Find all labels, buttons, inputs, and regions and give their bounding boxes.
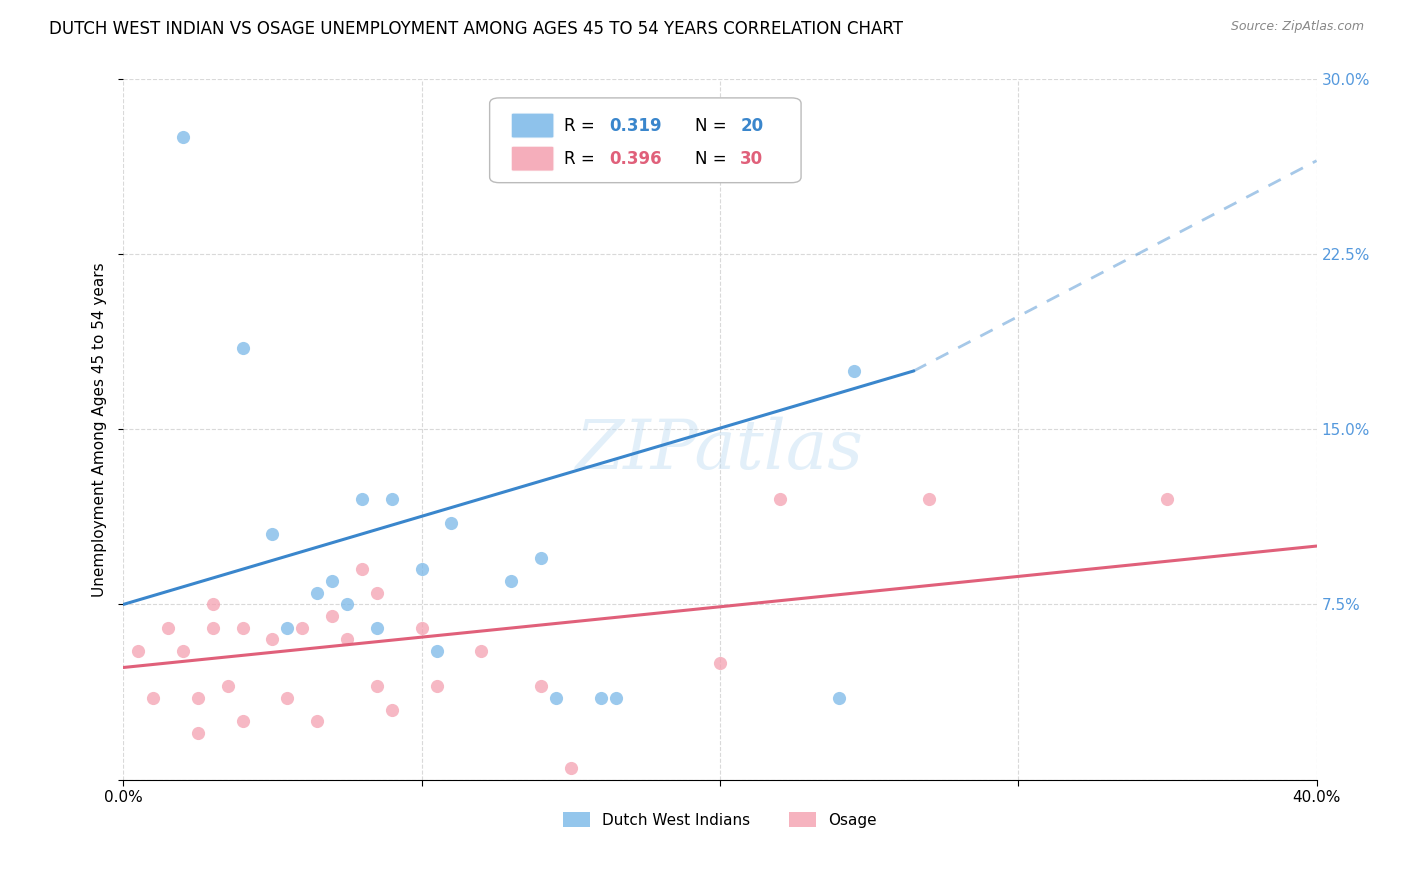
Point	[232, 341, 254, 355]
FancyBboxPatch shape	[489, 98, 801, 183]
Point	[411, 562, 433, 576]
Text: 0.396: 0.396	[609, 150, 662, 168]
Point	[307, 586, 329, 600]
Point	[530, 550, 553, 565]
Point	[217, 679, 239, 693]
Point	[291, 621, 314, 635]
Text: ZIPatlas: ZIPatlas	[576, 417, 863, 483]
Point	[187, 726, 209, 740]
Point	[425, 679, 447, 693]
Point	[709, 656, 731, 670]
Point	[366, 679, 388, 693]
Point	[172, 130, 194, 145]
Point	[201, 598, 224, 612]
Point	[321, 574, 343, 588]
Text: 0.319: 0.319	[609, 117, 662, 135]
Point	[201, 621, 224, 635]
Point	[411, 621, 433, 635]
Text: R =: R =	[564, 117, 599, 135]
Point	[425, 644, 447, 658]
Point	[828, 690, 851, 705]
Text: R =: R =	[564, 150, 599, 168]
Point	[262, 632, 284, 647]
Legend: Dutch West Indians, Osage: Dutch West Indians, Osage	[557, 805, 883, 834]
Text: N =: N =	[695, 150, 731, 168]
Point	[560, 761, 582, 775]
Point	[232, 714, 254, 729]
Point	[157, 621, 180, 635]
Text: 30: 30	[740, 150, 763, 168]
Point	[440, 516, 463, 530]
Point	[336, 632, 359, 647]
Point	[307, 714, 329, 729]
Point	[918, 492, 941, 507]
Point	[501, 574, 523, 588]
Point	[605, 690, 627, 705]
Point	[172, 644, 194, 658]
Point	[321, 609, 343, 624]
Point	[844, 364, 866, 378]
Point	[142, 690, 165, 705]
Text: Source: ZipAtlas.com: Source: ZipAtlas.com	[1230, 20, 1364, 33]
Point	[768, 492, 790, 507]
Point	[589, 690, 612, 705]
Point	[350, 562, 373, 576]
Point	[1156, 492, 1178, 507]
Point	[350, 492, 373, 507]
Text: DUTCH WEST INDIAN VS OSAGE UNEMPLOYMENT AMONG AGES 45 TO 54 YEARS CORRELATION CH: DUTCH WEST INDIAN VS OSAGE UNEMPLOYMENT …	[49, 20, 903, 37]
Point	[187, 690, 209, 705]
Point	[276, 690, 298, 705]
Point	[544, 690, 567, 705]
Point	[127, 644, 149, 658]
Point	[262, 527, 284, 541]
Point	[366, 621, 388, 635]
Point	[336, 598, 359, 612]
Point	[381, 702, 404, 716]
Text: 20: 20	[740, 117, 763, 135]
Point	[232, 621, 254, 635]
FancyBboxPatch shape	[512, 146, 554, 171]
FancyBboxPatch shape	[512, 113, 554, 138]
Text: N =: N =	[695, 117, 731, 135]
Point	[276, 621, 298, 635]
Point	[381, 492, 404, 507]
Point	[366, 586, 388, 600]
Point	[470, 644, 492, 658]
Point	[530, 679, 553, 693]
Y-axis label: Unemployment Among Ages 45 to 54 years: Unemployment Among Ages 45 to 54 years	[93, 262, 107, 597]
